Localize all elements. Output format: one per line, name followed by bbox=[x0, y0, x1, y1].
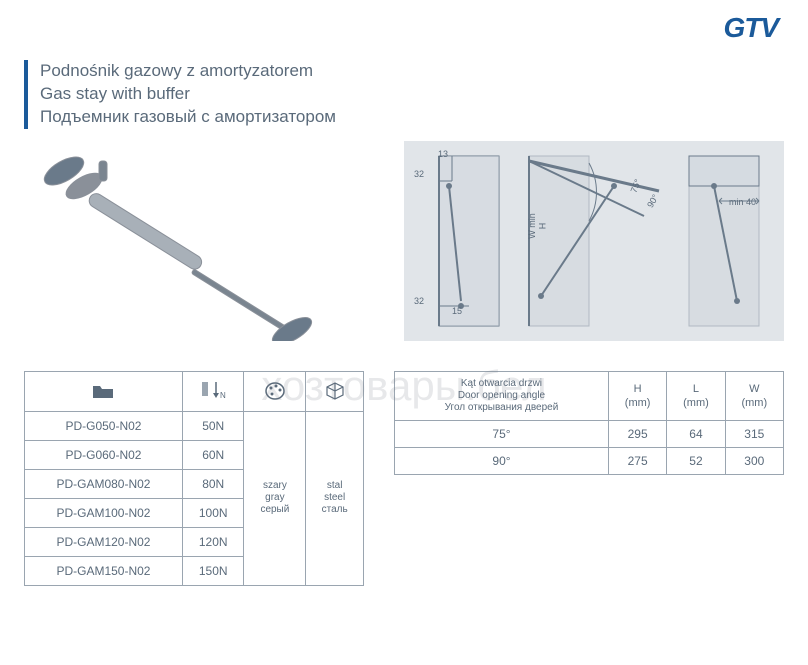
angle-cell: 90° bbox=[395, 447, 609, 474]
col-l: L (mm) bbox=[667, 371, 725, 420]
col-h: H (mm) bbox=[608, 371, 666, 420]
dim-H: H bbox=[537, 223, 547, 230]
code-cell: PD-GAM150-N02 bbox=[25, 556, 183, 585]
l-cell: 52 bbox=[667, 447, 725, 474]
h-cell: 275 bbox=[608, 447, 666, 474]
l-cell: 64 bbox=[667, 420, 725, 447]
title-pl: Podnośnik gazowy z amortyzatorem bbox=[40, 60, 784, 83]
w-cell: 315 bbox=[725, 420, 783, 447]
force-cell: 80N bbox=[182, 469, 244, 498]
angle-hdr-en: Door opening angle bbox=[401, 390, 602, 402]
color-ru: серый bbox=[250, 504, 299, 516]
dim-13: 13 bbox=[438, 149, 448, 159]
force-cell: 120N bbox=[182, 527, 244, 556]
col-angle: Kąt otwarcia drzwi Door opening angle Уг… bbox=[395, 371, 609, 420]
product-photo bbox=[24, 141, 384, 341]
spec-table: N PD-G050-N02 bbox=[24, 371, 364, 586]
code-cell: PD-GAM120-N02 bbox=[25, 527, 183, 556]
force-cell: 150N bbox=[182, 556, 244, 585]
dim-wmin: W min bbox=[527, 213, 537, 239]
force-cell: 100N bbox=[182, 498, 244, 527]
table-row: 90° 275 52 300 bbox=[395, 447, 784, 474]
w-cell: 300 bbox=[725, 447, 783, 474]
dim-15: 15 bbox=[452, 306, 462, 316]
mat-pl: stal bbox=[312, 480, 357, 492]
col-material-icon bbox=[306, 371, 364, 411]
dimension-table: Kąt otwarcia drzwi Door opening angle Уг… bbox=[394, 371, 784, 475]
dim-min40: min 40 bbox=[729, 197, 756, 207]
tech-diagram: 13 32 32 15 W min H 75° 90° bbox=[404, 141, 784, 341]
col-color-icon bbox=[244, 371, 306, 411]
color-pl: szary bbox=[250, 480, 299, 492]
mat-en: steel bbox=[312, 492, 357, 504]
cube-icon bbox=[324, 381, 346, 401]
col-code-icon bbox=[25, 371, 183, 411]
mat-ru: сталь bbox=[312, 504, 357, 516]
force-icon: N bbox=[200, 380, 226, 402]
h-cell: 295 bbox=[608, 420, 666, 447]
brand-logo: GTV bbox=[723, 12, 778, 44]
palette-icon bbox=[264, 381, 286, 401]
angle-hdr-pl: Kąt otwarcia drzwi bbox=[401, 378, 602, 390]
dim-32-bot: 32 bbox=[414, 296, 424, 306]
code-cell: PD-G050-N02 bbox=[25, 411, 183, 440]
col-w: W (mm) bbox=[725, 371, 783, 420]
angle-hdr-ru: Угол открывания дверей bbox=[401, 402, 602, 414]
dim-32-top: 32 bbox=[414, 169, 424, 179]
color-cell: szary gray серый bbox=[244, 411, 306, 585]
title-ru: Подъемник газовый с амортизатором bbox=[40, 106, 784, 129]
col-force-icon: N bbox=[182, 371, 244, 411]
force-cell: 60N bbox=[182, 440, 244, 469]
svg-text:N: N bbox=[220, 391, 226, 400]
material-cell: stal steel сталь bbox=[306, 411, 364, 585]
angle-cell: 75° bbox=[395, 420, 609, 447]
page-title: Podnośnik gazowy z amortyzatorem Gas sta… bbox=[24, 60, 784, 129]
force-cell: 50N bbox=[182, 411, 244, 440]
table-row: 75° 295 64 315 bbox=[395, 420, 784, 447]
code-cell: PD-GAM100-N02 bbox=[25, 498, 183, 527]
color-en: gray bbox=[250, 492, 299, 504]
title-en: Gas stay with buffer bbox=[40, 83, 784, 106]
table-row: PD-G050-N02 50N szary gray серый stal st… bbox=[25, 411, 364, 440]
folder-icon bbox=[91, 382, 115, 400]
code-cell: PD-G060-N02 bbox=[25, 440, 183, 469]
code-cell: PD-GAM080-N02 bbox=[25, 469, 183, 498]
